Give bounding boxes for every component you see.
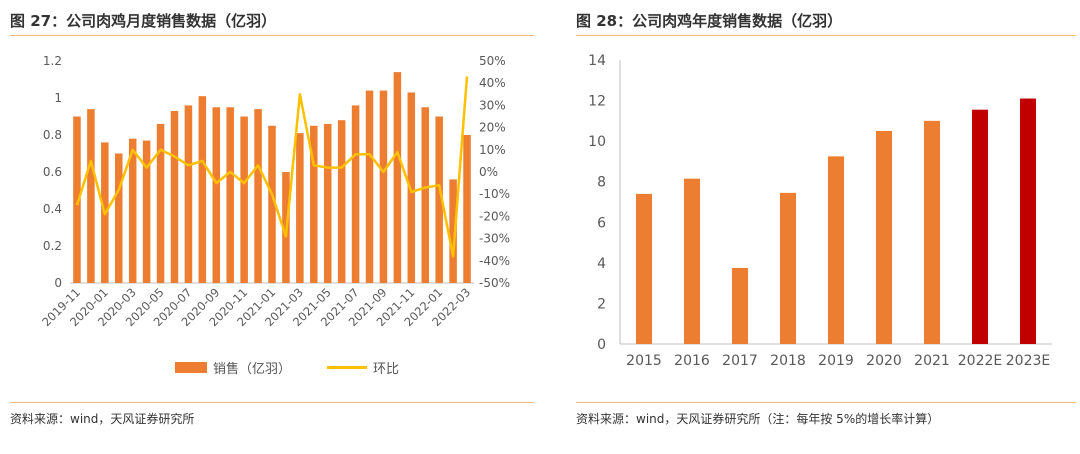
sales-bar bbox=[449, 179, 457, 283]
x-tick-label: 2018 bbox=[770, 353, 806, 369]
x-tick-label: 2016 bbox=[674, 353, 710, 369]
sales-bar bbox=[114, 153, 123, 283]
right-y-tick-label: -20% bbox=[479, 209, 510, 223]
sales-bar bbox=[87, 109, 95, 283]
left-figure-title: 图 27：公司肉鸡月度销售数据（亿羽） bbox=[10, 12, 277, 30]
sales-bar bbox=[337, 120, 346, 283]
right-y-tick-label: 30% bbox=[479, 98, 506, 112]
left-legend: 销售（亿羽） 环比 bbox=[175, 358, 435, 377]
y-tick-label: 8 bbox=[597, 175, 606, 191]
right-y-tick-label: 40% bbox=[479, 76, 506, 90]
y-tick-label: 0 bbox=[597, 337, 606, 353]
right-y-tick-label: -30% bbox=[479, 232, 510, 246]
annual-sales-bar bbox=[684, 178, 700, 344]
sales-bar bbox=[128, 138, 137, 283]
sales-bar bbox=[407, 92, 416, 283]
right-y-tick-label: -10% bbox=[479, 187, 510, 201]
annual-sales-bar bbox=[876, 131, 892, 344]
mom-line bbox=[75, 76, 469, 258]
sales-bar bbox=[198, 96, 207, 284]
sales-bar bbox=[73, 116, 81, 283]
sales-bar bbox=[421, 107, 430, 283]
sales-bar bbox=[365, 90, 374, 283]
y-tick-label: 12 bbox=[588, 94, 606, 110]
legend-item-mom: 环比 bbox=[327, 358, 399, 377]
x-tick-label: 2021 bbox=[914, 353, 950, 369]
x-tick-label: 2015 bbox=[626, 353, 662, 369]
right-y-tick-label: 20% bbox=[479, 121, 506, 135]
y-tick-label: 6 bbox=[597, 215, 606, 231]
right-source-note: 资料来源：wind，天风证券研究所（注：每年按 5%的增长率计算） bbox=[576, 412, 940, 426]
sales-bar bbox=[268, 125, 276, 283]
annual-sales-bar bbox=[924, 120, 940, 344]
y-tick-label: 2 bbox=[597, 296, 606, 312]
legend-item-sales: 销售（亿羽） bbox=[175, 358, 291, 377]
right-y-tick-label: -50% bbox=[479, 276, 510, 290]
sales-bar bbox=[379, 90, 388, 283]
sales-bar bbox=[254, 109, 262, 283]
sales-bar bbox=[351, 105, 360, 284]
sales-bar bbox=[323, 123, 332, 284]
legend-swatch-sales bbox=[175, 362, 207, 373]
left-y-tick-label: 0.2 bbox=[43, 239, 62, 253]
right-figure-title: 图 28：公司肉鸡年度销售数据（亿羽） bbox=[576, 12, 843, 30]
x-tick-label: 2019 bbox=[818, 353, 854, 369]
sales-bar bbox=[310, 125, 318, 283]
annual-sales-bar bbox=[780, 192, 796, 344]
sales-bar bbox=[226, 107, 234, 283]
sales-bar bbox=[184, 105, 193, 284]
right-figure-panel: 图 28：公司肉鸡年度销售数据（亿羽） 0 2 4 6 8 10 12 14 2015 2016 2… bbox=[566, 0, 1080, 454]
right-y-tick-label: -40% bbox=[479, 254, 510, 268]
left-y-tick-label: 1 bbox=[54, 91, 62, 105]
sales-bar bbox=[156, 123, 165, 284]
x-tick-label: 2020 bbox=[866, 353, 902, 369]
left-y-tick-label: 1.2 bbox=[43, 54, 62, 68]
annual-sales-bar bbox=[972, 109, 988, 344]
left-title-rule bbox=[10, 35, 534, 36]
x-tick-label: 2023E bbox=[1006, 353, 1050, 369]
sales-bar bbox=[142, 140, 151, 283]
right-annual-chart: 0 2 4 6 8 10 12 14 2015 2016 2017 2018 2019 2020 2021 2… bbox=[588, 53, 1052, 369]
sales-bar bbox=[212, 107, 221, 283]
annual-sales-bar bbox=[636, 193, 652, 344]
sales-bar bbox=[463, 135, 471, 283]
right-y-tick-label: 50% bbox=[479, 54, 506, 68]
sales-bar bbox=[435, 116, 443, 283]
annual-sales-bar bbox=[732, 267, 748, 344]
sales-bar bbox=[393, 72, 402, 283]
left-y-tick-label: 0.6 bbox=[43, 165, 62, 179]
legend-label-mom: 环比 bbox=[373, 362, 400, 377]
legend-label-sales: 销售（亿羽） bbox=[213, 362, 292, 377]
x-tick-label: 2022E bbox=[958, 353, 1002, 369]
left-y-tick-label: 0.4 bbox=[43, 202, 62, 216]
left-figure-panel: 图 27：公司肉鸡月度销售数据（亿羽） 0 0.2 0.4 0.6 0.8 1 1.2 -50… bbox=[10, 12, 534, 426]
y-tick-label: 14 bbox=[588, 53, 606, 69]
y-tick-label: 10 bbox=[588, 134, 606, 150]
sales-bar bbox=[296, 133, 304, 283]
y-tick-label: 4 bbox=[597, 256, 606, 272]
annual-sales-bar bbox=[828, 156, 844, 344]
sales-bar bbox=[170, 110, 179, 283]
left-y-tick-label: 0.8 bbox=[43, 128, 62, 142]
annual-sales-bar bbox=[1020, 98, 1036, 344]
left-monthly-chart: 0 0.2 0.4 0.6 0.8 1 1.2 -50% -40% -30% -20% -10% 0% 1… bbox=[39, 54, 510, 329]
left-source-rule bbox=[10, 402, 534, 403]
right-title-rule bbox=[576, 35, 1076, 36]
left-source-note: 资料来源：wind，天风证券研究所 bbox=[10, 412, 195, 426]
x-tick-label: 2017 bbox=[722, 353, 758, 369]
legend-swatch-mom bbox=[327, 366, 368, 369]
right-y-tick-label: 10% bbox=[479, 143, 506, 157]
left-y-tick-label: 0 bbox=[54, 276, 62, 290]
sales-bar bbox=[240, 116, 248, 283]
right-y-tick-label: 0% bbox=[479, 165, 498, 179]
right-source-rule bbox=[576, 402, 1076, 403]
